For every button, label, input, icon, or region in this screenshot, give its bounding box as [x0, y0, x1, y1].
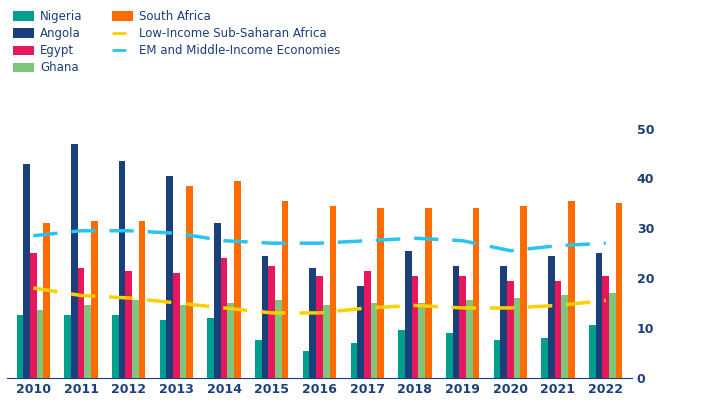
- EM and Middle-Income Economies: [172, 231, 180, 236]
- Low-Income Sub-Saharan Africa: [124, 295, 133, 300]
- Bar: [323, 305, 329, 378]
- Bar: [234, 181, 241, 378]
- Bar: [513, 298, 520, 378]
- EM and Middle-Income Economies: [268, 241, 276, 246]
- Legend: Nigeria, Angola, Egypt, Ghana, South Africa, Low-Income Sub-Saharan Africa, EM a: Nigeria, Angola, Egypt, Ghana, South Afr…: [13, 10, 341, 74]
- Bar: [466, 300, 473, 378]
- Bar: [446, 333, 452, 378]
- Low-Income Sub-Saharan Africa: [459, 305, 467, 310]
- Bar: [187, 186, 193, 378]
- Bar: [214, 223, 221, 378]
- Bar: [77, 268, 84, 378]
- Bar: [398, 330, 405, 378]
- Bar: [548, 256, 555, 378]
- Bar: [357, 286, 364, 378]
- Bar: [520, 206, 527, 378]
- Bar: [316, 276, 323, 378]
- Bar: [310, 268, 316, 378]
- EM and Middle-Income Economies: [77, 228, 85, 233]
- Low-Income Sub-Saharan Africa: [601, 298, 610, 303]
- EM and Middle-Income Economies: [410, 236, 419, 241]
- Bar: [160, 320, 166, 378]
- EM and Middle-Income Economies: [220, 238, 229, 243]
- Low-Income Sub-Saharan Africa: [220, 305, 229, 310]
- Bar: [425, 208, 432, 378]
- Bar: [84, 305, 91, 378]
- Bar: [23, 164, 30, 378]
- Bar: [351, 343, 357, 378]
- Bar: [568, 201, 574, 378]
- EM and Middle-Income Economies: [601, 241, 610, 246]
- Bar: [473, 208, 479, 378]
- Low-Income Sub-Saharan Africa: [315, 310, 324, 315]
- Bar: [364, 271, 371, 378]
- Low-Income Sub-Saharan Africa: [172, 300, 180, 305]
- Low-Income Sub-Saharan Africa: [410, 303, 419, 308]
- Bar: [371, 303, 377, 378]
- Bar: [507, 281, 513, 378]
- Bar: [227, 303, 234, 378]
- Bar: [132, 300, 138, 378]
- Bar: [126, 271, 132, 378]
- Bar: [459, 276, 466, 378]
- EM and Middle-Income Economies: [29, 233, 38, 238]
- Bar: [377, 208, 384, 378]
- Bar: [589, 325, 596, 378]
- Bar: [138, 221, 146, 378]
- Bar: [282, 201, 288, 378]
- Bar: [405, 251, 412, 378]
- Bar: [43, 223, 50, 378]
- EM and Middle-Income Economies: [459, 238, 467, 243]
- Bar: [418, 303, 425, 378]
- Line: Low-Income Sub-Saharan Africa: Low-Income Sub-Saharan Africa: [33, 288, 606, 313]
- Bar: [112, 315, 119, 378]
- Bar: [262, 256, 268, 378]
- Low-Income Sub-Saharan Africa: [268, 310, 276, 315]
- Bar: [616, 203, 623, 378]
- EM and Middle-Income Economies: [554, 243, 562, 248]
- Bar: [91, 221, 98, 378]
- Low-Income Sub-Saharan Africa: [29, 286, 38, 290]
- EM and Middle-Income Economies: [506, 248, 515, 253]
- Bar: [302, 351, 310, 378]
- EM and Middle-Income Economies: [124, 228, 133, 233]
- Bar: [493, 340, 501, 378]
- Low-Income Sub-Saharan Africa: [77, 293, 85, 298]
- Bar: [221, 258, 227, 378]
- Bar: [207, 318, 214, 378]
- Bar: [37, 310, 43, 378]
- Bar: [30, 253, 37, 378]
- EM and Middle-Income Economies: [363, 238, 371, 243]
- Bar: [16, 315, 23, 378]
- EM and Middle-Income Economies: [315, 241, 324, 246]
- Bar: [452, 266, 459, 378]
- Bar: [541, 338, 548, 378]
- Bar: [65, 315, 71, 378]
- Bar: [71, 144, 77, 378]
- Low-Income Sub-Saharan Africa: [554, 303, 562, 308]
- Bar: [555, 281, 562, 378]
- Low-Income Sub-Saharan Africa: [363, 305, 371, 310]
- Bar: [119, 161, 126, 378]
- Bar: [268, 266, 275, 378]
- Bar: [501, 266, 507, 378]
- Line: EM and Middle-Income Economies: EM and Middle-Income Economies: [33, 231, 606, 251]
- Low-Income Sub-Saharan Africa: [506, 305, 515, 310]
- Bar: [412, 276, 418, 378]
- Bar: [562, 295, 568, 378]
- Bar: [166, 176, 173, 378]
- Bar: [275, 300, 282, 378]
- Bar: [602, 276, 609, 378]
- Bar: [596, 253, 602, 378]
- Bar: [173, 273, 180, 378]
- Bar: [329, 206, 337, 378]
- Bar: [255, 340, 262, 378]
- Bar: [180, 305, 187, 378]
- Bar: [609, 293, 616, 378]
